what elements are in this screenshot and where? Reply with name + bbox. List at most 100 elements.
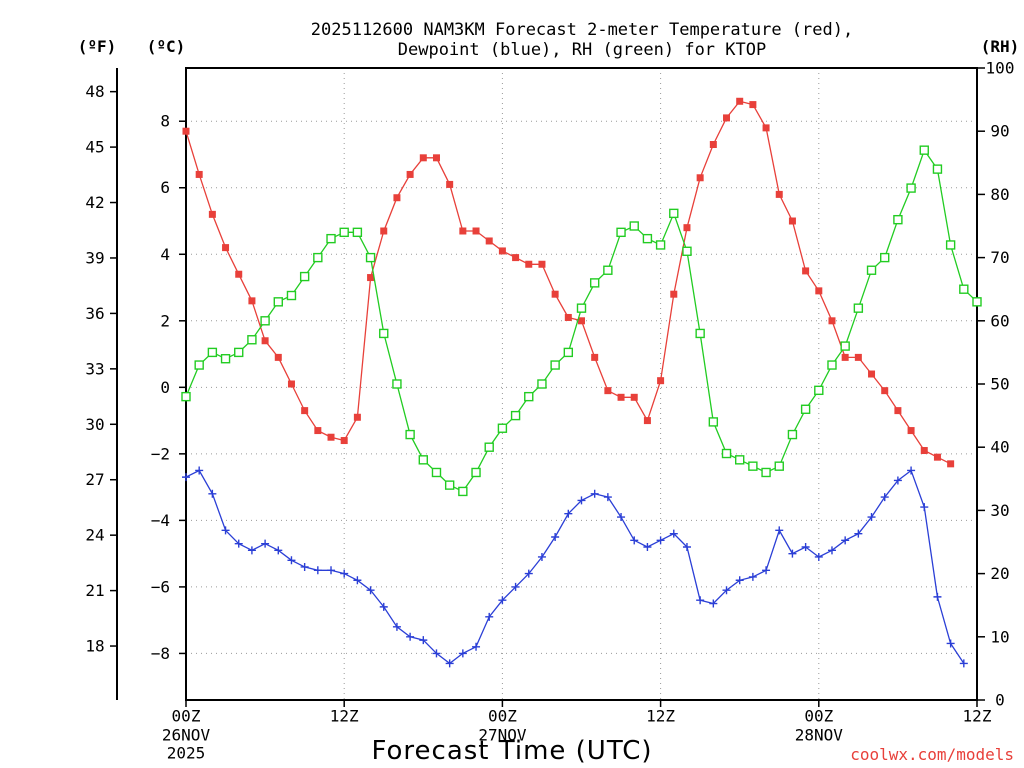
temperature-point [340, 437, 348, 445]
temperature-point [762, 124, 770, 132]
temperature-point [643, 417, 651, 425]
dewpoint-point [353, 576, 362, 585]
title-line-2: Dewpoint (blue), RH (green) for KTOP [398, 40, 766, 60]
dewpoint-point [485, 612, 494, 621]
x-tick-label-time: 12Z [963, 707, 992, 726]
dewpoint-point [709, 599, 718, 608]
dewpoint-point [274, 546, 283, 555]
plot-area-frame [185, 67, 978, 701]
rh-tick-label: 30 [990, 501, 1009, 520]
dewpoint-point [682, 542, 691, 551]
temperature-point [301, 407, 309, 415]
x-tick-label-time: 00Z [488, 707, 517, 726]
temperature-point [802, 267, 810, 275]
x-tick-label-time: 00Z [804, 707, 833, 726]
dewpoint-point [893, 476, 902, 485]
rh-tick-label: 40 [990, 438, 1009, 457]
dewpoint-point [182, 473, 190, 482]
dewpoint-point [748, 572, 757, 581]
temperature-point [314, 427, 322, 435]
temperature-point [578, 317, 585, 325]
temperature-point [419, 154, 427, 162]
dewpoint-point [287, 556, 296, 565]
rh-tick-label: 10 [990, 627, 1009, 646]
f-tick-label: 45 [85, 138, 104, 157]
rh-unit-label: (RH) [981, 37, 1020, 56]
rh-point [444, 480, 455, 490]
credit-text: coolwx.com/models [850, 745, 1014, 764]
rh-point [563, 347, 574, 358]
x-tick-label-time: 12Z [646, 707, 675, 726]
rh-point [945, 240, 956, 250]
rh-tick-label: 90 [990, 122, 1009, 141]
dewpoint-point [340, 569, 349, 578]
rh-point [234, 347, 244, 358]
rh-point [866, 265, 877, 275]
rh-point [418, 455, 428, 465]
dewpoint-point [603, 493, 612, 502]
x-axis-title: Forecast Time (UTC) [371, 736, 652, 766]
c-tick-label: 6 [160, 178, 170, 197]
c-tick-label: −6 [151, 577, 170, 596]
rh-point [616, 227, 626, 238]
rh-point [853, 303, 864, 313]
dewpoint-point [564, 509, 573, 518]
rh-point [379, 328, 389, 339]
rh-point [655, 240, 666, 250]
rh-point [787, 429, 798, 440]
rh-point [959, 284, 969, 294]
rh-point [893, 214, 903, 225]
dewpoint-point [814, 552, 823, 561]
chart-title: 2025112600 NAM3KM Forecast 2-meter Tempe… [311, 20, 853, 60]
temperature-point [446, 180, 454, 188]
rh-point [352, 227, 363, 238]
temperature-point [657, 377, 665, 385]
temperature-point [512, 254, 520, 262]
c-tick-label: −2 [151, 444, 170, 463]
rh-point [431, 467, 442, 478]
rh-point [682, 246, 692, 256]
dewpoint-point [366, 586, 375, 595]
temperature-point [274, 353, 282, 361]
c-tick-label: 4 [160, 245, 170, 264]
rh-point [840, 341, 850, 351]
fahrenheit-unit-label: (ºF) [78, 37, 117, 56]
rh-tick-label: 20 [990, 564, 1009, 583]
temperature-point [828, 317, 836, 325]
rh-point [220, 354, 231, 364]
rh-point [761, 467, 771, 478]
rh-tick-label: 70 [990, 248, 1009, 267]
temperature-point [393, 194, 401, 202]
temperature-point [591, 353, 599, 361]
temperature-point [538, 260, 546, 268]
x-tick-label-date: 26NOV [162, 726, 211, 745]
dewpoint-point [669, 529, 678, 538]
temperature-point [248, 297, 256, 305]
temperature-point [868, 370, 876, 378]
temperature-point [775, 190, 783, 198]
rh-tick-label: 60 [990, 311, 1009, 330]
dewpoint-point [458, 649, 467, 658]
dewpoint-point [788, 549, 797, 558]
dewpoint-point [406, 632, 415, 641]
rh-point [299, 271, 310, 282]
dewpoint-point [854, 529, 863, 538]
temperature-point [907, 427, 915, 435]
dewpoint-point [208, 489, 217, 498]
f-tick-label: 18 [85, 637, 104, 656]
f-tick-label: 36 [85, 304, 104, 323]
x-tick-label-year: 2025 [167, 744, 206, 763]
temperature-point [696, 174, 704, 182]
rh-tick-label: 50 [990, 375, 1009, 394]
f-tick-label: 48 [85, 82, 104, 101]
temperature-point [920, 447, 928, 455]
temperature-point [459, 227, 467, 235]
celsius-unit-label: (ºC) [147, 37, 186, 56]
rh-point [721, 448, 732, 459]
celsius-axis-ticks: 8 6 4 2 0 −2 −4 −6 −8 [151, 112, 186, 663]
dewpoint-point [722, 586, 731, 595]
temperature-point [208, 210, 216, 218]
dewpoint-point [590, 489, 599, 498]
dewpoint-point [696, 596, 705, 605]
